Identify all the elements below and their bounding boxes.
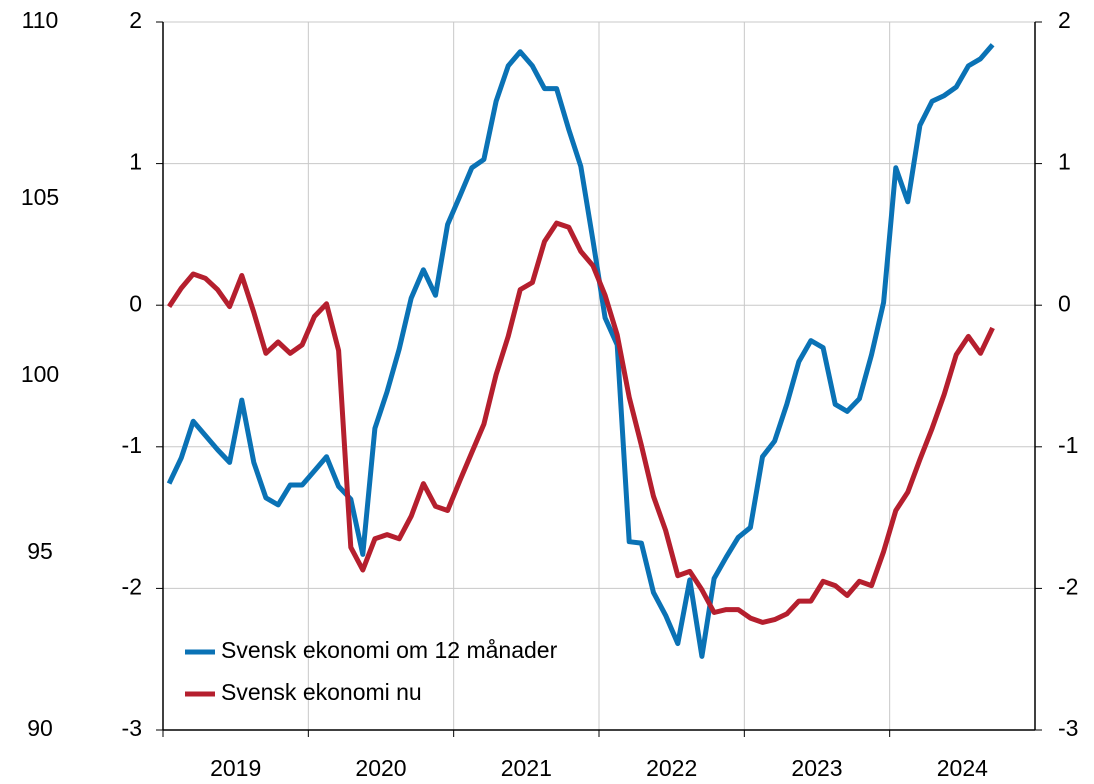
y-tick-label: 0 <box>129 290 142 316</box>
y-tick-label: 1 <box>129 149 142 175</box>
y-tick-label-right: -1 <box>1058 432 1078 458</box>
y-tick-label-right: -2 <box>1058 573 1078 599</box>
y-tick-label: -2 <box>122 573 142 599</box>
y2-tick-label: 110 <box>22 7 59 33</box>
y2-tick-label: 95 <box>27 538 53 564</box>
y2-tick-label: 100 <box>21 361 59 387</box>
y-tick-label-right: 2 <box>1058 7 1071 33</box>
x-tick-label: 2024 <box>937 755 988 781</box>
y-tick-label: -1 <box>122 432 142 458</box>
y2-tick-label: 105 <box>21 184 59 210</box>
legend-label: Svensk ekonomi om 12 månader <box>221 637 558 663</box>
x-tick-label: 2019 <box>210 755 261 781</box>
y-tick-label-right: 0 <box>1058 290 1071 316</box>
x-tick-label: 2023 <box>791 755 842 781</box>
legend-label: Svensk ekonomi nu <box>221 679 422 705</box>
y-tick-label-right: -3 <box>1058 715 1078 741</box>
y-tick-label: 2 <box>129 7 142 33</box>
x-tick-label: 2022 <box>646 755 697 781</box>
y-tick-label-right: 1 <box>1058 149 1071 175</box>
line <box>167 220 995 625</box>
y2-tick-label: 90 <box>27 715 53 741</box>
line <box>166 43 995 659</box>
y-tick-label: -3 <box>122 715 142 741</box>
x-tick-label: 2020 <box>355 755 406 781</box>
x-tick-label: 2021 <box>501 755 552 781</box>
